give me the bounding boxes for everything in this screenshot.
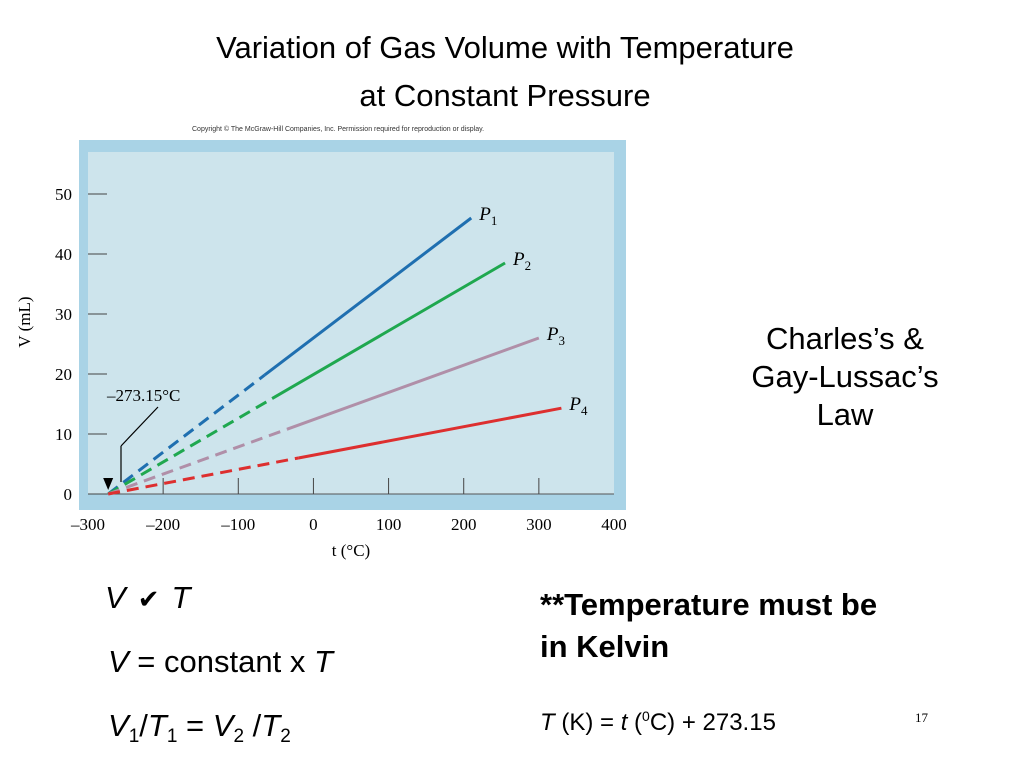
constant-equation: V = constant x T [108,644,333,680]
x-tick-label: –300 [70,515,105,534]
eq3-equals: = [177,708,213,743]
annotation-arrowhead [103,478,114,490]
proportional-to-icon: ✔ [137,584,160,614]
law-caption: Charles’s & Gay-Lussac’s Law [700,320,990,434]
eq3-sub2: 1 [166,726,178,747]
series-line-P1-extrapolated [107,373,266,496]
absolute-zero-annotation: –273.15°C [106,386,180,405]
eq3-sub1: 1 [128,726,140,747]
plot-area [88,152,614,494]
copyright-notice: Copyright © The McGraw-Hill Companies, I… [192,126,485,133]
series-line-P3 [286,336,540,431]
eq3-sub4: 2 [280,726,291,747]
kelvin-conversion: T (K) = t (0C) + 273.15 [540,708,776,737]
kelvin-mid: (K) = [554,709,621,736]
eq3-t1: T [147,708,167,743]
kelvin-end: C) + 273.15 [649,709,776,736]
kelvin-note: **Temperature must be in Kelvin [540,584,1010,668]
x-tick-label: –200 [145,515,180,534]
series-line-P4-extrapolated [107,456,299,496]
eq3-t2: T [261,708,281,743]
annotation-leader [120,406,159,447]
ratio-equation: V1/T1 = V2 /T2 [108,708,291,748]
series-line-P3-extrapolated [107,427,288,496]
slide-title-line1: Variation of Gas Volume with Temperature [216,30,794,65]
eq2-t: T [313,644,333,679]
x-axis-label: t (°C) [332,541,370,560]
proportionality-equation: V ✔ T [105,580,190,616]
x-tick-label: 400 [601,515,627,534]
kelvin-t: t [620,709,628,736]
eq3-v1: V [108,708,129,743]
y-tick-label: 30 [55,305,72,324]
series-line-P1 [263,216,473,377]
eq2-text: = constant x [128,644,314,679]
eq2-v: V [108,644,129,679]
y-tick-label: 50 [55,185,72,204]
slide-title-line2: at Constant Pressure [359,78,651,113]
y-tick-label: 20 [55,365,72,384]
eq3-slash2: / [244,708,262,743]
kelvin-degree: 0 [642,708,650,724]
eq3-slash1: / [139,708,148,743]
y-tick-label: 40 [55,245,72,264]
eq3-sub3: 2 [233,726,245,747]
x-tick-label: 300 [526,515,552,534]
law-line1: Charles’s & [766,321,924,356]
kelvin-paren: ( [627,709,643,736]
kelvin-T: T [540,709,555,736]
law-line2: Gay-Lussac’s [751,359,939,394]
y-tick-label: 0 [64,485,73,504]
law-line3: Law [816,397,874,432]
eq3-v2: V [212,708,234,743]
eq1-v: V [105,580,126,615]
eq1-t: T [171,580,191,615]
x-tick-label: 0 [309,515,318,534]
series-line-P4 [298,406,562,460]
series-line-P2 [271,261,506,400]
x-tick-label: 100 [376,515,402,534]
x-tick-label: 200 [451,515,477,534]
y-tick-label: 10 [55,425,72,444]
kelvin-note-line2: in Kelvin [540,629,670,664]
page-number: 17 [915,710,928,725]
y-axis-label: V (mL) [15,296,34,347]
series-line-P2-extrapolated [107,397,273,496]
kelvin-note-line1: **Temperature must be [540,587,878,622]
x-tick-label: –100 [220,515,255,534]
